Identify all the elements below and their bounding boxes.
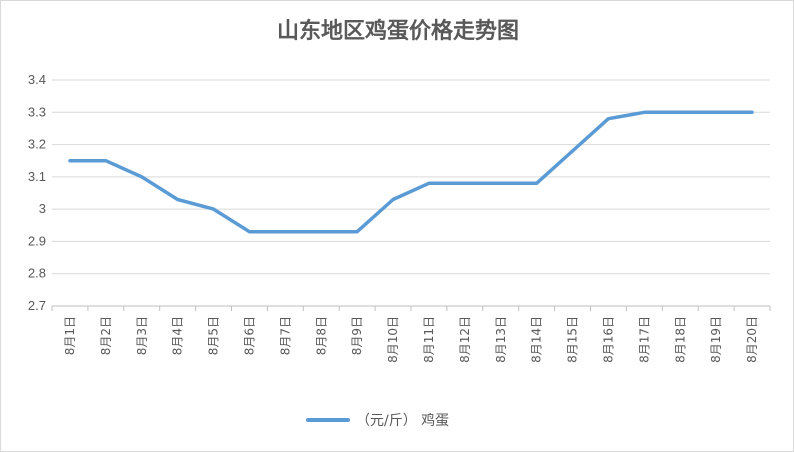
legend: （元/斤） 鸡蛋 <box>306 412 449 429</box>
data-point <box>535 181 539 185</box>
x-tick-label: 8月15日 <box>566 316 580 363</box>
x-tick-label: 8月11日 <box>422 316 436 363</box>
x-tick-label: 8月13日 <box>494 316 508 363</box>
x-tick-label: 8月1日 <box>63 316 77 355</box>
chart-title: 山东地区鸡蛋价格走势图 <box>276 19 519 44</box>
x-axis <box>51 305 771 311</box>
data-point <box>642 110 646 114</box>
series-layer <box>68 110 754 234</box>
y-tick-label: 2.7 <box>28 298 46 313</box>
legend-label: （元/斤） 鸡蛋 <box>356 412 449 429</box>
y-tick-label: 3.2 <box>28 137 46 152</box>
grid-lines <box>52 79 770 275</box>
x-tick-label: 8月19日 <box>709 316 723 363</box>
data-point <box>571 149 575 153</box>
y-axis-ticks: 2.7 2.8 2.9 3 3.1 3.2 3.3 3.4 <box>28 72 46 313</box>
data-point <box>319 230 323 234</box>
data-point <box>463 181 467 185</box>
x-tick-label: 8月17日 <box>637 316 651 363</box>
data-point <box>283 230 287 234</box>
y-tick-label: 3 <box>39 201 46 216</box>
x-tick-label: 8月7日 <box>278 316 292 355</box>
data-point <box>355 230 359 234</box>
data-point <box>176 197 180 201</box>
data-point <box>499 181 503 185</box>
y-tick-label: 3.4 <box>28 72 46 87</box>
x-tick-label: 8月20日 <box>745 316 759 363</box>
x-tick-label: 8月14日 <box>530 316 544 363</box>
y-tick-label: 2.9 <box>28 233 46 248</box>
x-tick-label: 8月16日 <box>601 316 615 363</box>
data-point <box>391 197 395 201</box>
x-tick-label: 8月8日 <box>314 316 328 355</box>
data-point <box>750 110 754 114</box>
data-point <box>714 110 718 114</box>
x-tick-label: 8月18日 <box>673 316 687 363</box>
x-tick-label: 8月10日 <box>386 316 400 363</box>
data-point <box>427 181 431 185</box>
data-point <box>104 159 108 163</box>
x-tick-label: 8月5日 <box>207 316 221 355</box>
y-tick-label: 2.8 <box>28 266 46 281</box>
y-tick-label: 3.3 <box>28 104 46 119</box>
data-point <box>606 117 610 121</box>
x-tick-label: 8月4日 <box>171 316 185 355</box>
data-point <box>212 207 216 211</box>
data-point <box>140 175 144 179</box>
data-point <box>68 159 72 163</box>
x-axis-ticks: 8月1日 8月2日 8月3日 8月4日 8月5日 8月6日 8月7日 8月8日 8月9日 8月10… <box>63 316 759 363</box>
x-tick-label: 8月6日 <box>242 316 256 355</box>
series-line <box>68 110 754 234</box>
x-tick-label: 8月12日 <box>458 316 472 363</box>
y-tick-label: 3.1 <box>28 169 46 184</box>
x-tick-label: 8月9日 <box>350 316 364 355</box>
data-point <box>678 110 682 114</box>
x-tick-label: 8月3日 <box>135 316 149 355</box>
data-point <box>247 230 251 234</box>
x-tick-label: 8月2日 <box>99 316 113 355</box>
